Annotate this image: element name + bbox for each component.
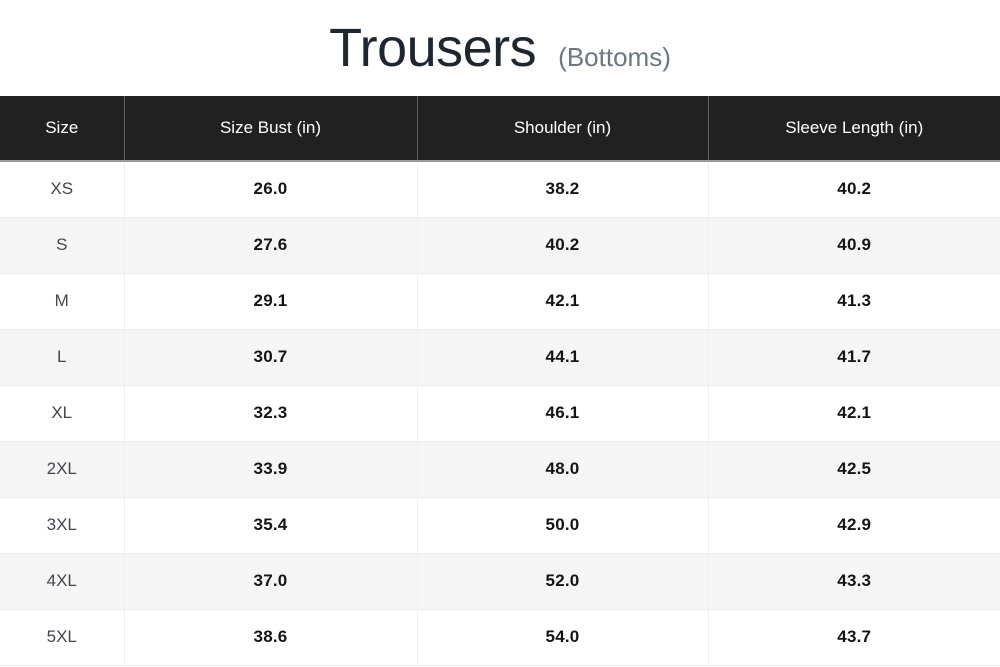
size-cell: M xyxy=(0,272,124,329)
table-row: S 27.6 40.2 40.9 xyxy=(0,216,1000,273)
table-row: XL 32.3 46.1 42.1 xyxy=(0,384,1000,441)
size-cell: S xyxy=(0,216,124,273)
table-row: XS 26.0 38.2 40.2 xyxy=(0,160,1000,217)
table-row: L 30.7 44.1 41.7 xyxy=(0,328,1000,385)
value-cell: 40.2 xyxy=(416,216,708,273)
value-cell: 44.1 xyxy=(416,328,708,385)
size-cell: XS xyxy=(0,160,124,217)
value-cell: 41.3 xyxy=(707,272,1000,329)
table-row: 2XL 33.9 48.0 42.5 xyxy=(0,440,1000,497)
col-header-size: Size xyxy=(0,96,124,162)
value-cell: 42.5 xyxy=(707,440,1000,497)
value-cell: 26.0 xyxy=(123,160,417,217)
size-cell: 2XL xyxy=(0,440,124,497)
table-body: XS 26.0 38.2 40.2 S 27.6 40.2 40.9 M 29.1 42.1 41.3… xyxy=(0,160,1000,666)
page-title: Trousers xyxy=(329,18,537,78)
table-row: 3XL 35.4 50.0 42.9 xyxy=(0,496,1000,553)
size-cell: 4XL xyxy=(0,552,124,609)
table-row: M 29.1 42.1 41.3 xyxy=(0,272,1000,329)
table-row: 5XL 38.6 54.0 43.7 xyxy=(0,608,1000,666)
value-cell: 35.4 xyxy=(123,496,417,553)
size-chart-table: Size Size Bust (in) Shoulder (in) Sleeve… xyxy=(0,96,1000,666)
col-header-shoulder: Shoulder (in) xyxy=(416,96,708,162)
value-cell: 40.2 xyxy=(707,160,1000,217)
col-header-size-bust: Size Bust (in) xyxy=(123,96,417,162)
value-cell: 29.1 xyxy=(123,272,417,329)
value-cell: 48.0 xyxy=(416,440,708,497)
page-header: Trousers (Bottoms) xyxy=(0,0,1000,96)
header-row: Size Size Bust (in) Shoulder (in) Sleeve… xyxy=(0,96,1000,162)
value-cell: 33.9 xyxy=(123,440,417,497)
value-cell: 52.0 xyxy=(416,552,708,609)
col-header-sleeve-length: Sleeve Length (in) xyxy=(707,96,1000,162)
value-cell: 42.1 xyxy=(707,384,1000,441)
value-cell: 38.6 xyxy=(123,608,417,666)
size-cell: 5XL xyxy=(0,608,124,666)
value-cell: 54.0 xyxy=(416,608,708,666)
value-cell: 38.2 xyxy=(416,160,708,217)
value-cell: 40.9 xyxy=(707,216,1000,273)
value-cell: 41.7 xyxy=(707,328,1000,385)
value-cell: 50.0 xyxy=(416,496,708,553)
value-cell: 30.7 xyxy=(123,328,417,385)
size-cell: XL xyxy=(0,384,124,441)
size-cell: 3XL xyxy=(0,496,124,553)
value-cell: 42.9 xyxy=(707,496,1000,553)
value-cell: 43.7 xyxy=(707,608,1000,666)
value-cell: 27.6 xyxy=(123,216,417,273)
value-cell: 32.3 xyxy=(123,384,417,441)
page-subtitle: (Bottoms) xyxy=(558,42,671,72)
value-cell: 37.0 xyxy=(123,552,417,609)
value-cell: 46.1 xyxy=(416,384,708,441)
value-cell: 43.3 xyxy=(707,552,1000,609)
size-cell: L xyxy=(0,328,124,385)
table-row: 4XL 37.0 52.0 43.3 xyxy=(0,552,1000,609)
value-cell: 42.1 xyxy=(416,272,708,329)
table-header: Size Size Bust (in) Shoulder (in) Sleeve… xyxy=(0,96,1000,162)
